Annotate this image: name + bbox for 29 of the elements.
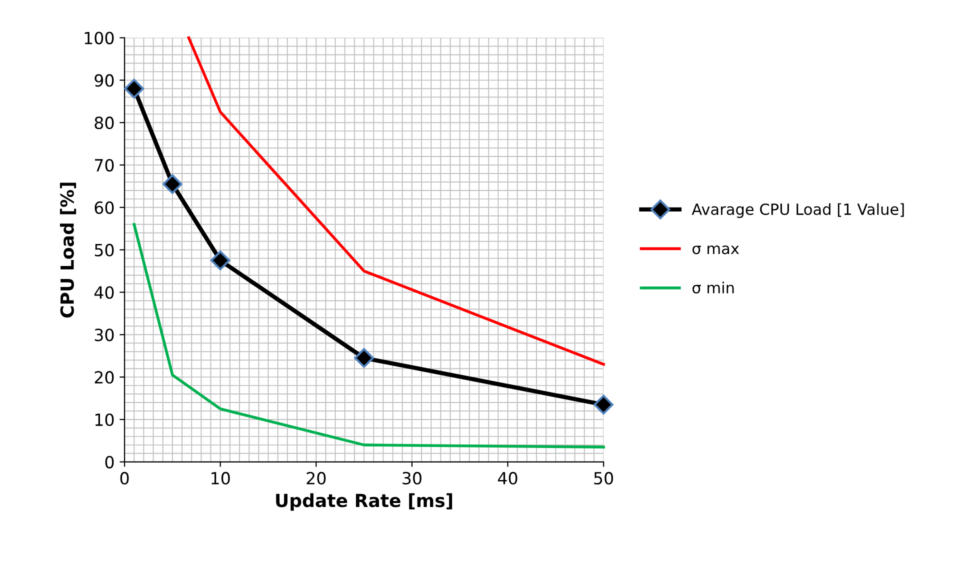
x-tick-label: 10	[212, 472, 230, 485]
x-axis-title: Update Rate [ms]	[276, 493, 452, 511]
x-tick-label: 20	[306, 472, 326, 485]
y-tick-label: 20	[94, 371, 114, 384]
y-tick-label: 10	[95, 413, 114, 426]
y-axis-title: CPU Load [%]	[60, 182, 76, 318]
x-tick-label: 0	[120, 472, 129, 485]
y-tick-label: 30	[94, 328, 114, 342]
y-tick-label: 40	[94, 286, 114, 299]
x-tick-label: 40	[498, 472, 518, 485]
point	[594, 394, 614, 415]
line-series	[187, 36, 605, 366]
point	[210, 250, 230, 270]
y-tick-label: 70	[94, 158, 114, 172]
line-series	[132, 222, 605, 448]
point	[124, 78, 144, 99]
point	[162, 174, 182, 194]
y-tick-label: 60	[94, 201, 114, 214]
y-tick-label: 80	[94, 116, 114, 130]
y-tick-label: 50	[94, 244, 114, 256]
y-tick-label: 0	[105, 456, 114, 468]
legend-label: σ max	[692, 245, 739, 254]
x-tick-label: 50	[594, 472, 614, 485]
x-tick-label: 30	[402, 472, 422, 485]
y-tick-label: 90	[94, 74, 114, 87]
legend-label: σ min	[692, 282, 734, 294]
y-tick-label: 100	[84, 32, 114, 44]
legend-label: Avarage CPU Load [1 Value]	[692, 203, 904, 218]
point	[354, 348, 374, 368]
